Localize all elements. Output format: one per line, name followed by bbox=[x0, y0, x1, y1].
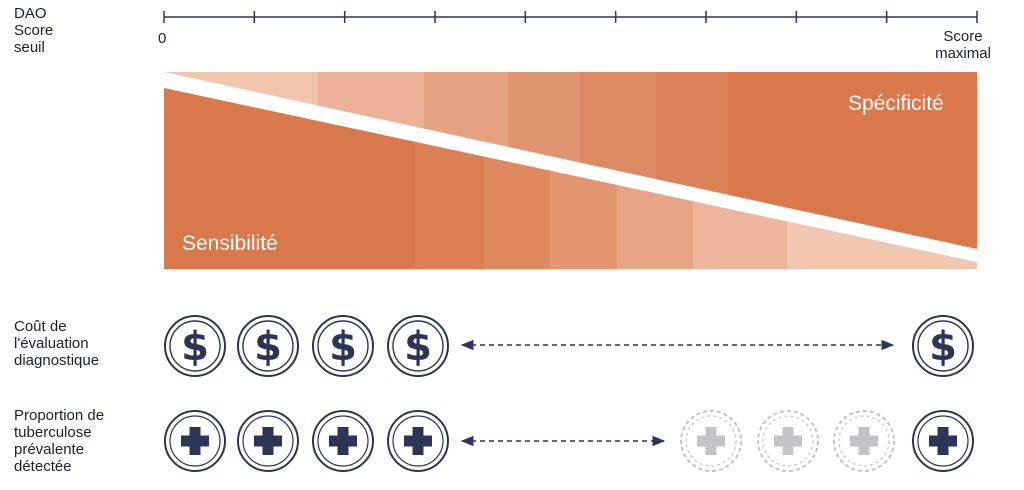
medical-cross-icon bbox=[164, 410, 226, 472]
tb-row-label-line: prévalente bbox=[14, 441, 85, 458]
axis-end-label-line: Score bbox=[943, 28, 983, 45]
dollar-coin-icon: $ bbox=[237, 315, 299, 377]
faded-cross-icon bbox=[833, 410, 895, 472]
axis-end-label: Score maximal bbox=[928, 28, 998, 62]
axis-title-line: Score bbox=[14, 22, 54, 39]
axis-start-label: 0 bbox=[158, 30, 167, 47]
specificity-label: Spécificité bbox=[848, 92, 944, 115]
cost-row-label-line: l'évaluation bbox=[14, 335, 89, 352]
faded-cross-icon bbox=[680, 410, 742, 472]
tb-row-label-line: détectée bbox=[14, 458, 72, 475]
tb-row-label: Proportion de tuberculose prévalente dét… bbox=[14, 407, 144, 475]
cost-row-label-line: diagnostique bbox=[14, 352, 100, 369]
svg-text:$: $ bbox=[181, 324, 209, 370]
tb-row-label-line: Proportion de bbox=[14, 407, 105, 424]
svg-text:$: $ bbox=[329, 324, 357, 370]
cost-row-label-line: Coût de bbox=[14, 318, 67, 335]
axis-title-line: DAO bbox=[14, 5, 47, 22]
axis-title: DAO Score seuil bbox=[14, 5, 134, 56]
axis-title-line: seuil bbox=[14, 39, 45, 56]
cost-row: $ $ $ $ $ bbox=[164, 315, 974, 377]
axis-ticks bbox=[163, 11, 978, 23]
svg-text:$: $ bbox=[929, 324, 957, 370]
dollar-coin-icon: $ bbox=[912, 315, 974, 377]
axis-end-label-line: maximal bbox=[935, 45, 991, 62]
sensitivity-band bbox=[164, 88, 291, 269]
tb-row bbox=[164, 410, 974, 472]
dollar-coin-icon: $ bbox=[387, 315, 449, 377]
cost-row-label: Coût de l'évaluation diagnostique bbox=[14, 318, 144, 369]
svg-text:$: $ bbox=[254, 324, 282, 370]
medical-cross-icon bbox=[237, 410, 299, 472]
medical-cross-icon bbox=[312, 410, 374, 472]
medical-cross-icon bbox=[912, 410, 974, 472]
sensitivity-label: Sensibilité bbox=[182, 232, 278, 255]
threshold-axis bbox=[163, 11, 978, 23]
faded-cross-icon bbox=[757, 410, 819, 472]
dollar-coin-icon: $ bbox=[164, 315, 226, 377]
svg-text:$: $ bbox=[404, 324, 432, 370]
tb-row-label-line: tuberculose bbox=[14, 424, 92, 441]
medical-cross-icon bbox=[387, 410, 449, 472]
dollar-coin-icon: $ bbox=[312, 315, 374, 377]
